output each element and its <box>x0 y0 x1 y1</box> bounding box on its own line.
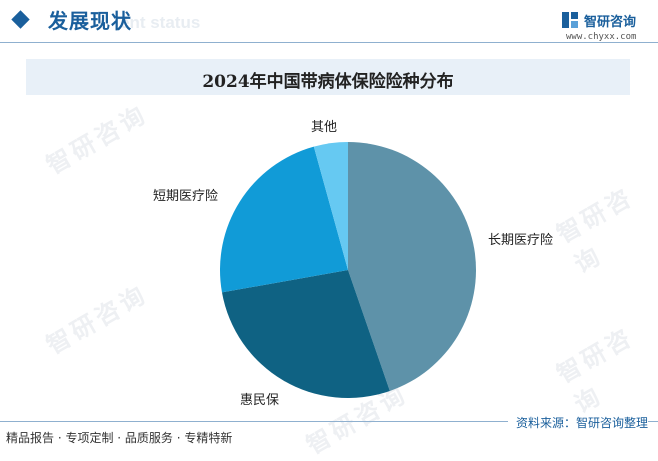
chart-title: 2024年中国带病体保险险种分布 <box>202 72 454 92</box>
data-source: 资料来源：智研咨询整理 <box>507 414 648 431</box>
pie-slice <box>348 142 476 391</box>
slice-label: 惠民保 <box>240 393 279 408</box>
chart-title-band: 2024年中国带病体保险险种分布 <box>26 59 630 95</box>
pie-slice <box>313 142 348 270</box>
header-divider <box>0 42 658 43</box>
header-subtitle: ent status <box>120 13 201 32</box>
footer-divider <box>0 421 658 422</box>
logo-icon <box>562 12 578 28</box>
brand-url: www.chyxx.com <box>566 32 637 42</box>
slice-label: 其他 <box>311 120 337 135</box>
slice-label: 短期医疗险 <box>153 189 218 204</box>
pie-slice <box>220 146 348 293</box>
brand-name: 智研咨询 <box>584 15 637 30</box>
slice-label: 长期医疗险 <box>488 233 553 248</box>
page-title: 发展现状 <box>48 9 132 33</box>
header: ent status 发展现状 智研咨询 www.chyxx.com <box>0 0 658 46</box>
footer-tagline: 精品报告 · 专项定制 · 品质服务 · 专精特新 <box>6 431 233 445</box>
pie-slice <box>221 270 390 398</box>
